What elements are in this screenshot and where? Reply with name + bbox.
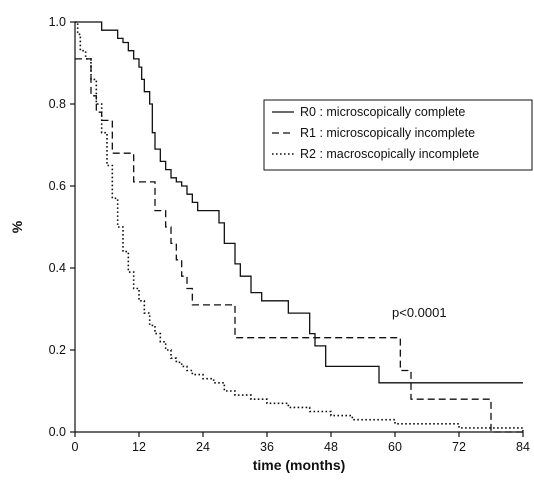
legend-label-r1: R1 : microscopically incomplete — [300, 126, 475, 140]
ticks: 0 12 24 36 48 60 72 84 0.0 0.2 0.4 0.6 0.8 1.0 — [49, 15, 530, 454]
y-tick-label: 0.0 — [49, 425, 66, 439]
legend: R0 : microscopically complete R1 : micros… — [263, 99, 533, 171]
y-tick-label: 0.4 — [49, 261, 66, 275]
p-value-annotation: p<0.0001 — [392, 305, 447, 320]
series-line-r1 — [75, 58, 523, 433]
x-tick-label: 84 — [516, 440, 530, 454]
legend-label-r0: R0 : microscopically complete — [300, 105, 465, 119]
series-line-r2 — [75, 21, 524, 432]
series-line-r0 — [75, 21, 523, 384]
y-tick-label: 0.8 — [49, 97, 66, 111]
legend-label-r2: R2 : macroscopically incomplete — [300, 147, 479, 161]
x-tick-label: 12 — [132, 440, 146, 454]
x-tick-label: 36 — [260, 440, 274, 454]
x-tick-label: 72 — [452, 440, 466, 454]
x-tick-label: 60 — [388, 440, 402, 454]
legend-box — [263, 99, 533, 171]
y-tick-label: 0.2 — [49, 343, 66, 357]
series-layer — [75, 21, 524, 433]
x-tick-label: 0 — [72, 440, 79, 454]
x-tick-label: 24 — [196, 440, 210, 454]
x-axis-title: time (months) — [253, 457, 346, 473]
x-tick-label: 48 — [324, 440, 338, 454]
axes — [74, 22, 523, 433]
y-axis-title: % — [9, 220, 25, 233]
y-tick-label: 0.6 — [49, 179, 66, 193]
y-tick-label: 1.0 — [49, 15, 66, 29]
